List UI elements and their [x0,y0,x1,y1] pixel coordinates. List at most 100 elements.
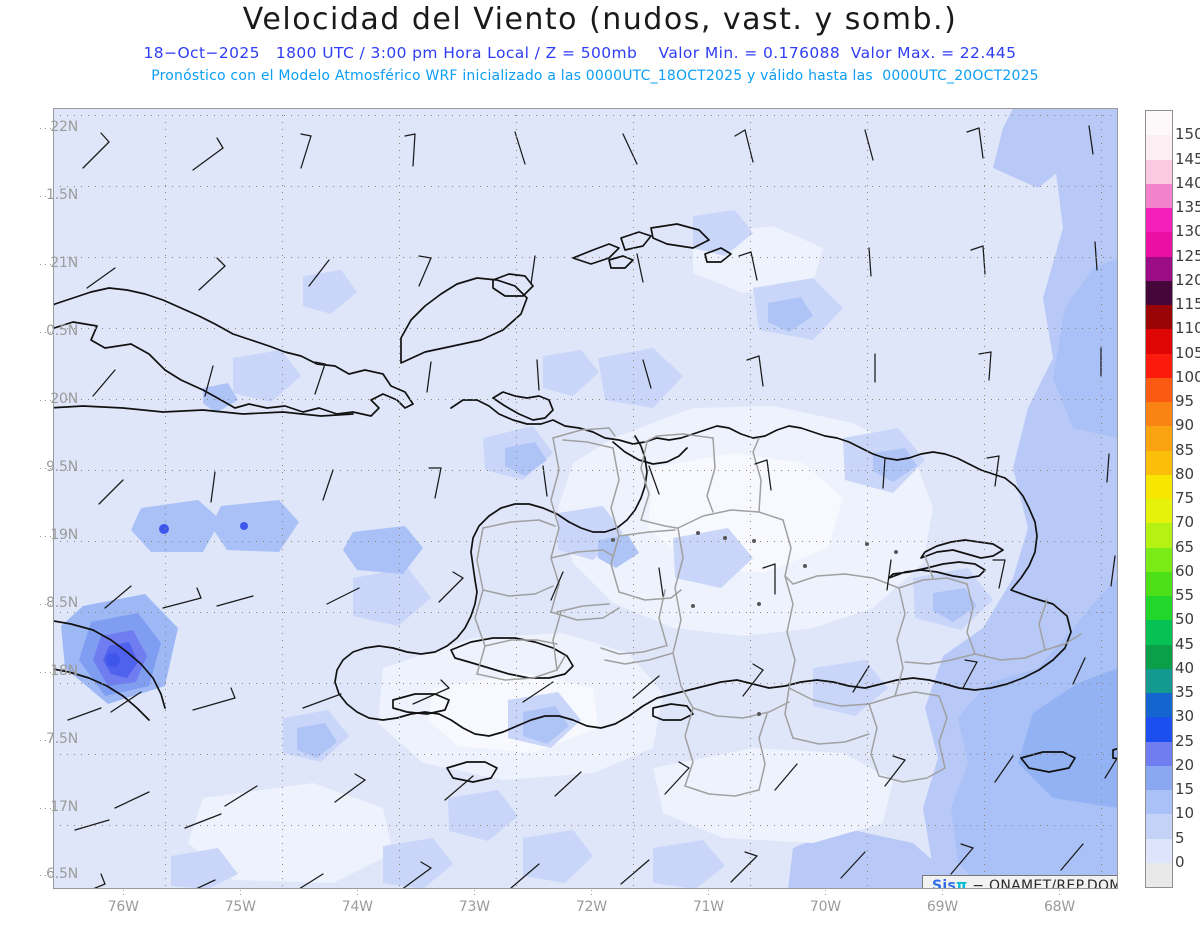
x-axis-label: 75W [224,899,256,915]
y-axis-tick [40,196,53,198]
x-axis-tick [240,890,242,898]
colorbar-tick-label: 110 [1175,319,1200,338]
colorbar-tick-label: 65 [1175,537,1195,556]
y-axis-tick [40,807,53,809]
y-axis-label: 21N [50,255,78,272]
x-axis-tick [825,890,827,898]
colorbar-tick-label: 150 [1175,125,1200,144]
colorbar-band [1146,547,1172,572]
colorbar-band [1146,402,1172,427]
colorbar-tick-label: 60 [1175,561,1195,580]
colorbar-tick-label: 85 [1175,440,1195,459]
colorbar [1145,110,1173,888]
colorbar-tick-label: 10 [1175,804,1195,823]
y-axis-tick [40,400,53,402]
colorbar-tick-label: 50 [1175,610,1195,629]
colorbar-tick-label: 130 [1175,222,1200,241]
colorbar-band [1146,499,1172,524]
colorbar-band [1146,717,1172,742]
colorbar-tick-label: 120 [1175,270,1200,289]
colorbar-tick-label: 80 [1175,464,1195,483]
colorbar-tick-label: 45 [1175,634,1195,653]
chart-header: Velocidad del Viento (nudos, vast. y som… [0,0,1200,96]
wind-barb-layer [67,125,1118,889]
colorbar-band [1146,862,1172,887]
colorbar-band [1146,426,1172,451]
colorbar-tick-label: 90 [1175,416,1195,435]
y-axis-label: 1.5N [46,187,78,204]
y-axis-tick [40,332,53,334]
colorbar-tick-label: 30 [1175,707,1195,726]
x-axis-label: 72W [575,899,607,915]
colorbar-band [1146,596,1172,621]
colorbar-band [1146,668,1172,693]
colorbar-band [1146,790,1172,815]
x-axis-tick [942,890,944,898]
y-axis-label: 22N [50,119,78,136]
colorbar-tick-label: 70 [1175,513,1195,532]
x-axis-tick [123,890,125,898]
y-axis-label: 6.5N [46,866,78,883]
credit-org-text: − ONAMET/REP.DOM. [972,878,1118,889]
colorbar-tick-label: 115 [1175,295,1200,313]
colorbar-tick-label: 105 [1175,343,1200,362]
colorbar-tick-label: 55 [1175,586,1195,604]
page-title: Velocidad del Viento (nudos, vast. y som… [242,2,958,37]
colorbar-band [1146,256,1172,281]
y-axis-tick [40,671,53,673]
x-axis-label: 73W [458,899,490,915]
colorbar-band [1146,571,1172,596]
colorbar-band [1146,135,1172,160]
colorbar-band [1146,644,1172,669]
colorbar-tick-label: 135 [1175,198,1200,216]
colorbar-tick-label: 40 [1175,658,1195,677]
credit-pi-symbol: π [956,878,968,889]
colorbar-tick-label: 35 [1175,683,1195,701]
colorbar-band [1146,353,1172,378]
x-axis-label: 68W [1043,899,1075,915]
colorbar-band [1146,377,1172,402]
y-axis-label: 0.5N [46,323,78,340]
colorbar-band [1146,474,1172,499]
y-axis-label: 18N [50,662,78,679]
colorbar-band [1146,765,1172,790]
colorbar-band [1146,693,1172,718]
y-axis-label: 7.5N [46,730,78,747]
credit-badge: Sisπ − ONAMET/REP.DOM. [922,875,1118,889]
x-axis-label: 76W [107,899,139,915]
colorbar-band [1146,620,1172,645]
colorbar-tick-label: 20 [1175,755,1195,774]
y-axis-tick [40,739,53,741]
chart-subtitle-model-info: Pronóstico con el Modelo Atmosférico WRF… [151,68,1039,84]
y-axis-tick [40,128,53,130]
colorbar-band [1146,329,1172,354]
colorbar-tick-label: 5 [1175,828,1185,847]
y-axis-label: 19N [50,526,78,543]
x-axis-tick [1059,890,1061,898]
x-axis-tick [591,890,593,898]
colorbar-tick-label: 140 [1175,173,1200,192]
x-axis-label: 70W [809,899,841,915]
map-canvas [53,108,1118,889]
colorbar-tick-label: 75 [1175,489,1195,507]
colorbar-band [1146,159,1172,184]
colorbar-tick-label: 0 [1175,852,1185,871]
y-axis-label: 8.5N [46,594,78,611]
colorbar-band [1146,111,1172,136]
colorbar-band [1146,183,1172,208]
colorbar-tick-label: 100 [1175,367,1200,386]
x-axis-tick [708,890,710,898]
credit-sis-text: Sis [932,878,957,889]
colorbar-band [1146,232,1172,257]
y-axis-tick [40,603,53,605]
y-axis-tick [40,875,53,877]
colorbar-band [1146,280,1172,305]
x-axis-label: 71W [692,899,724,915]
colorbar-band [1146,814,1172,839]
colorbar-band [1146,208,1172,233]
colorbar-band [1146,305,1172,330]
colorbar-band [1146,523,1172,548]
chart-subtitle-valid-time: 18−Oct−2025 1800 UTC / 3:00 pm Hora Loca… [143,44,1017,62]
colorbar-band [1146,741,1172,766]
colorbar-labels: 0 5 10 15 20 25 30 35 40 45 50 55 60 65 70 75 80 85 90 95 10… [1175,110,1200,886]
